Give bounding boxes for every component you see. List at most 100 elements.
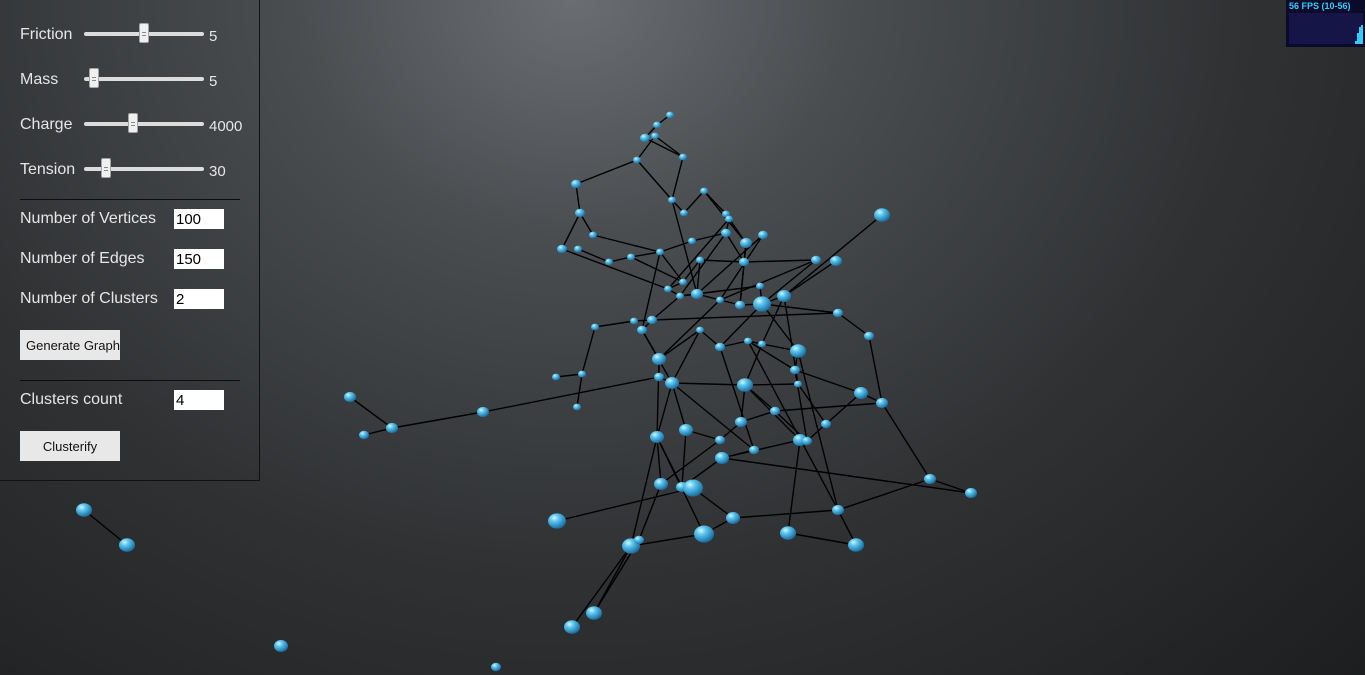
graph-vertex[interactable] bbox=[656, 248, 664, 256]
graph-vertex[interactable] bbox=[802, 436, 812, 446]
graph-vertex[interactable] bbox=[491, 662, 501, 672]
friction-slider[interactable] bbox=[84, 23, 204, 43]
graph-vertex[interactable] bbox=[726, 512, 740, 524]
graph-vertex[interactable] bbox=[679, 153, 687, 161]
graph-vertex[interactable] bbox=[274, 640, 288, 652]
graph-vertex[interactable] bbox=[633, 156, 641, 164]
clusters-input[interactable] bbox=[174, 289, 224, 309]
graph-vertex[interactable] bbox=[634, 535, 644, 545]
graph-vertex[interactable] bbox=[780, 526, 796, 540]
graph-vertex[interactable] bbox=[665, 377, 679, 389]
graph-vertex[interactable] bbox=[605, 258, 613, 266]
graph-vertex[interactable] bbox=[864, 331, 874, 341]
graph-vertex[interactable] bbox=[715, 342, 725, 352]
graph-vertex[interactable] bbox=[627, 253, 635, 261]
clusters-count-input[interactable] bbox=[174, 390, 224, 410]
graph-vertex[interactable] bbox=[848, 538, 864, 552]
graph-vertex[interactable] bbox=[790, 344, 806, 358]
graph-vertex[interactable] bbox=[854, 387, 868, 399]
graph-vertex[interactable] bbox=[740, 237, 752, 249]
edges-input[interactable] bbox=[174, 249, 224, 269]
graph-vertex[interactable] bbox=[573, 403, 581, 411]
friction-slider-thumb[interactable] bbox=[139, 23, 149, 43]
mass-slider[interactable] bbox=[84, 68, 204, 88]
graph-vertex[interactable] bbox=[832, 504, 844, 516]
graph-vertex[interactable] bbox=[756, 282, 764, 290]
graph-vertex[interactable] bbox=[794, 380, 802, 388]
generate-graph-button[interactable]: Generate Graph bbox=[20, 330, 120, 360]
graph-vertex[interactable] bbox=[758, 340, 766, 348]
graph-vertex[interactable] bbox=[76, 503, 92, 517]
graph-vertex[interactable] bbox=[744, 337, 752, 345]
graph-vertex[interactable] bbox=[680, 209, 688, 217]
graph-vertex[interactable] bbox=[735, 300, 745, 310]
graph-vertex[interactable] bbox=[777, 290, 791, 302]
graph-vertex[interactable] bbox=[589, 231, 597, 239]
graph-vertex[interactable] bbox=[647, 315, 657, 325]
graph-vertex[interactable] bbox=[571, 179, 581, 189]
graph-vertex[interactable] bbox=[833, 308, 843, 318]
graph-vertex[interactable] bbox=[737, 378, 753, 392]
tension-slider-thumb[interactable] bbox=[100, 158, 111, 178]
clusterify-button[interactable]: Clusterify bbox=[20, 431, 120, 461]
graph-vertex[interactable] bbox=[735, 416, 747, 428]
graph-vertex[interactable] bbox=[683, 479, 703, 497]
graph-vertex[interactable] bbox=[830, 255, 842, 267]
graph-vertex[interactable] bbox=[715, 452, 729, 464]
graph-vertex[interactable] bbox=[651, 132, 659, 140]
graph-vertex[interactable] bbox=[119, 538, 135, 552]
graph-vertex[interactable] bbox=[721, 228, 731, 238]
graph-vertex[interactable] bbox=[637, 325, 647, 335]
graph-vertex[interactable] bbox=[739, 257, 749, 267]
graph-vertex[interactable] bbox=[924, 473, 936, 485]
graph-vertex[interactable] bbox=[344, 391, 356, 403]
graph-vertex[interactable] bbox=[965, 487, 977, 499]
graph-vertex[interactable] bbox=[688, 237, 696, 245]
graph-vertex[interactable] bbox=[691, 288, 703, 300]
graph-vertex[interactable] bbox=[548, 513, 566, 529]
graph-vertex[interactable] bbox=[574, 245, 582, 253]
mass-slider-thumb[interactable] bbox=[88, 68, 99, 88]
graph-vertex[interactable] bbox=[696, 256, 704, 264]
graph-vertex[interactable] bbox=[758, 230, 768, 240]
graph-vertex[interactable] bbox=[700, 187, 708, 195]
graph-vertex[interactable] bbox=[679, 278, 687, 286]
graph-vertex[interactable] bbox=[654, 372, 664, 382]
graph-vertex[interactable] bbox=[749, 445, 759, 455]
graph-vertex[interactable] bbox=[586, 606, 602, 620]
tension-slider[interactable] bbox=[84, 158, 204, 178]
graph-vertex[interactable] bbox=[564, 620, 580, 634]
graph-vertex[interactable] bbox=[790, 365, 800, 375]
graph-vertex[interactable] bbox=[679, 424, 693, 436]
graph-vertex[interactable] bbox=[557, 244, 567, 254]
graph-vertex[interactable] bbox=[578, 370, 586, 378]
graph-vertex[interactable] bbox=[811, 255, 821, 265]
graph-vertex[interactable] bbox=[630, 317, 638, 325]
graph-vertex[interactable] bbox=[640, 133, 650, 143]
graph-vertex[interactable] bbox=[716, 296, 724, 304]
graph-vertex[interactable] bbox=[696, 326, 704, 334]
graph-vertex[interactable] bbox=[770, 406, 780, 416]
graph-vertex[interactable] bbox=[653, 121, 661, 129]
graph-vertex[interactable] bbox=[876, 397, 888, 409]
graph-vertex[interactable] bbox=[654, 478, 668, 490]
graph-vertex[interactable] bbox=[694, 525, 714, 543]
graph-vertex[interactable] bbox=[668, 196, 676, 204]
graph-vertex[interactable] bbox=[676, 292, 684, 300]
graph-vertex[interactable] bbox=[575, 208, 585, 218]
graph-vertex[interactable] bbox=[874, 208, 890, 222]
graph-vertex[interactable] bbox=[821, 419, 831, 429]
graph-vertex[interactable] bbox=[386, 422, 398, 434]
vertices-input[interactable] bbox=[174, 209, 224, 229]
graph-vertex[interactable] bbox=[650, 431, 664, 443]
fps-meter[interactable]: 56 FPS (10-56) bbox=[1286, 0, 1365, 47]
graph-vertex[interactable] bbox=[753, 296, 771, 312]
graph-vertex[interactable] bbox=[359, 430, 369, 440]
graph-vertex[interactable] bbox=[722, 210, 730, 218]
graph-vertex[interactable] bbox=[552, 373, 560, 381]
charge-slider[interactable] bbox=[84, 113, 204, 133]
graph-vertex[interactable] bbox=[477, 406, 489, 418]
graph-vertex[interactable] bbox=[715, 435, 725, 445]
charge-slider-thumb[interactable] bbox=[128, 113, 139, 133]
